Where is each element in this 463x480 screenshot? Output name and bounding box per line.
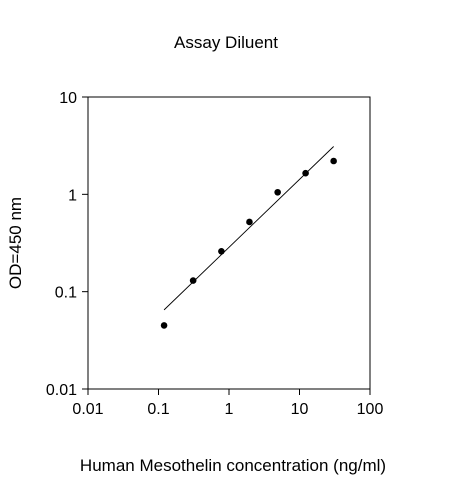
data-point bbox=[246, 218, 253, 226]
x-tick-label: 100 bbox=[357, 401, 384, 418]
y-tick-label: 0.1 bbox=[55, 285, 77, 302]
data-points-layer bbox=[160, 157, 337, 329]
y-tick-label: 0.01 bbox=[46, 382, 77, 399]
x-axis-ticks: 0.01 0.1 1 10 100 bbox=[72, 389, 383, 418]
x-tick-label: 10 bbox=[291, 401, 309, 418]
x-tick-label: 0.01 bbox=[72, 401, 103, 418]
x-tick-label: 1 bbox=[225, 401, 234, 418]
fit-line bbox=[163, 146, 334, 311]
plot-area-frame bbox=[87, 96, 371, 390]
data-point bbox=[189, 277, 197, 284]
chart-title: Assay Diluent bbox=[174, 33, 278, 52]
data-point bbox=[274, 188, 281, 196]
y-axis-ticks: 0.01 0.1 1 10 bbox=[46, 90, 88, 399]
data-point bbox=[218, 247, 225, 255]
y-tick-label: 10 bbox=[59, 90, 77, 107]
y-tick-label: 1 bbox=[68, 187, 77, 204]
data-point bbox=[160, 322, 168, 329]
data-point bbox=[302, 169, 309, 177]
x-tick-label: 0.1 bbox=[147, 401, 169, 418]
fit-line-layer bbox=[163, 146, 334, 311]
y-axis-label: OD=450 nm bbox=[6, 197, 25, 289]
data-point bbox=[330, 157, 337, 165]
x-axis-label: Human Mesothelin concentration (ng/ml) bbox=[80, 456, 386, 475]
